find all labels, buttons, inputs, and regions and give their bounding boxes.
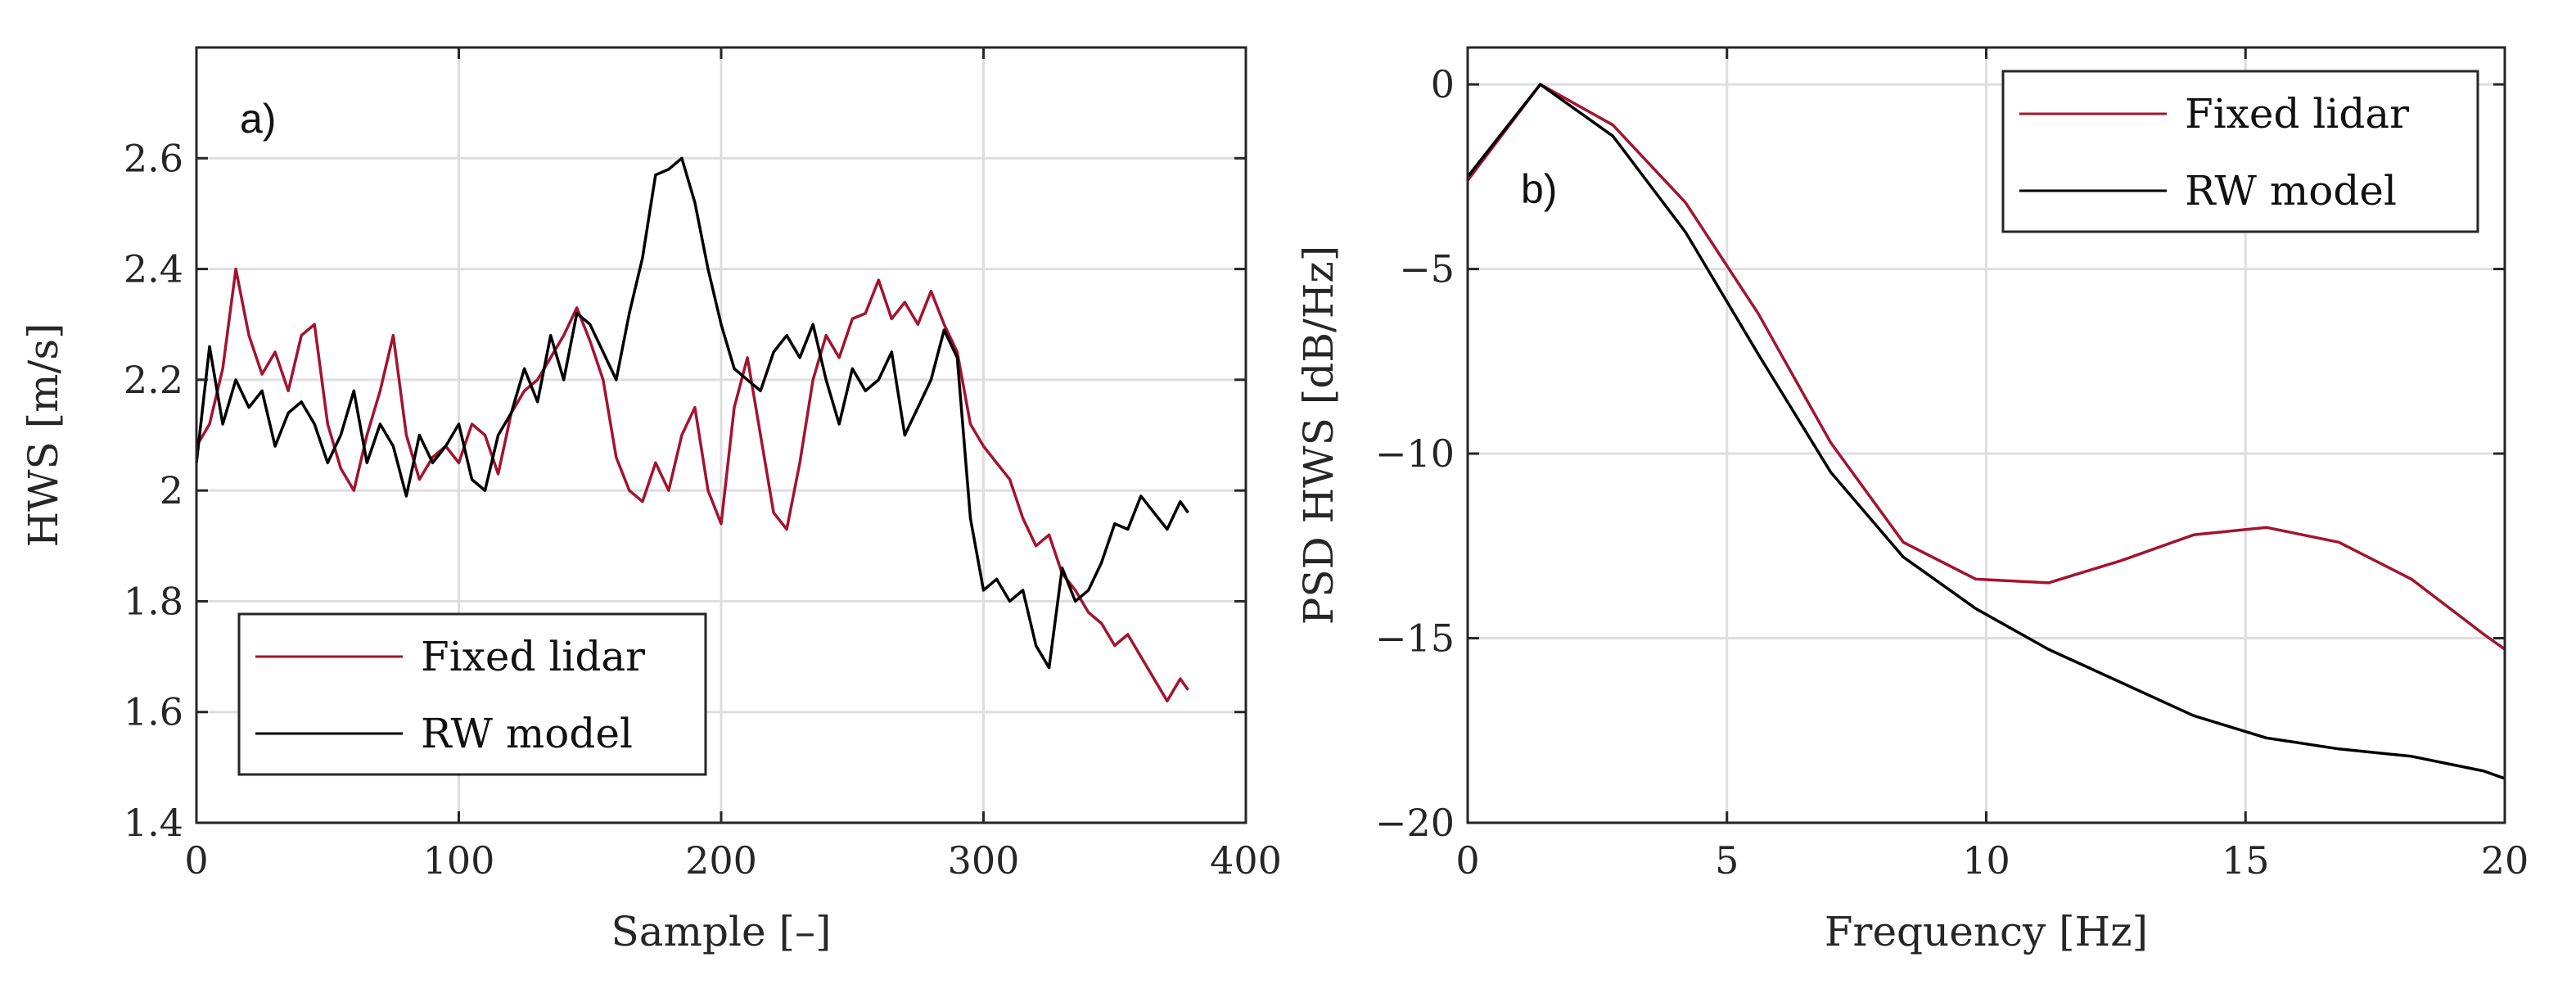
legend-label-rw-model-b: RW model xyxy=(2185,167,2397,214)
series-line-fixed-lidar-b xyxy=(1466,83,2506,651)
legend-label-rw-model-a: RW model xyxy=(421,710,633,757)
x-tick-label-b: 20 xyxy=(2481,838,2529,883)
chart-panel-b: 0 5 10 15 20 0 −5 −10 −15 −20 b) Frequency [Hz] P… xyxy=(1295,46,2529,955)
y-axis-label-b: PSD HWS [dB/Hz] xyxy=(1295,246,1342,625)
x-axis-label-a: Sample [–] xyxy=(611,908,832,955)
series-b xyxy=(1466,83,2506,780)
legend-box-a xyxy=(237,612,707,776)
y-tick-label-a: 1.8 xyxy=(124,579,183,623)
panel-label-a: a) xyxy=(240,96,276,142)
y-tick-label-b: −15 xyxy=(1375,616,1455,661)
x-tick-label-b: 0 xyxy=(1455,838,1479,883)
legend-b: Fixed lidar RW model xyxy=(2001,70,2479,233)
y-tick-label-a: 2.2 xyxy=(124,358,183,402)
x-tick-label-a: 0 xyxy=(184,838,208,883)
x-tick-label-b: 10 xyxy=(1962,838,2010,883)
panel-label-b: b) xyxy=(1521,166,1557,212)
y-tick-label-b: −10 xyxy=(1375,431,1455,476)
series-line-fixed-lidar-a xyxy=(195,267,1189,702)
chart-panel-a: 0 100 200 300 400 1.4 1.6 1.8 2 2.2 2.4 2.6 a) Samp… xyxy=(20,46,1282,955)
legend-box-b xyxy=(2001,70,2479,233)
series-a xyxy=(195,156,1189,702)
x-axis-label-b: Frequency [Hz] xyxy=(1825,908,2148,955)
series-line-rw-model-b xyxy=(1466,83,2506,780)
legend-label-fixed-lidar-b: Fixed lidar xyxy=(2185,90,2409,138)
y-tick-label-a: 1.6 xyxy=(124,690,183,734)
y-tick-label-a: 2.6 xyxy=(124,136,183,180)
y-tick-label-b: −20 xyxy=(1375,801,1455,845)
y-tick-label-a: 2.4 xyxy=(124,247,183,291)
y-tick-label-b: 0 xyxy=(1431,62,1455,106)
y-axis-label-a: HWS [m/s] xyxy=(20,323,67,547)
legend-a: Fixed lidar RW model xyxy=(237,612,707,776)
x-tick-label-b: 5 xyxy=(1715,838,1739,883)
legend-label-fixed-lidar-a: Fixed lidar xyxy=(421,633,645,680)
x-tick-label-b: 15 xyxy=(2222,838,2270,883)
x-tick-label-a: 400 xyxy=(1210,838,1282,883)
ticks-b: 0 5 10 15 20 0 −5 −10 −15 −20 xyxy=(1375,47,2529,883)
x-tick-label-a: 200 xyxy=(685,838,757,883)
y-tick-label-a: 1.4 xyxy=(124,801,183,845)
y-tick-label-a: 2 xyxy=(160,468,183,513)
y-tick-label-b: −5 xyxy=(1399,247,1455,291)
series-line-rw-model-a xyxy=(195,156,1189,670)
x-tick-label-a: 100 xyxy=(423,838,495,883)
ticks-a: 0 100 200 300 400 1.4 1.6 1.8 2 2.2 2.4 2.6 xyxy=(124,47,1282,883)
x-tick-label-a: 300 xyxy=(948,838,1020,883)
